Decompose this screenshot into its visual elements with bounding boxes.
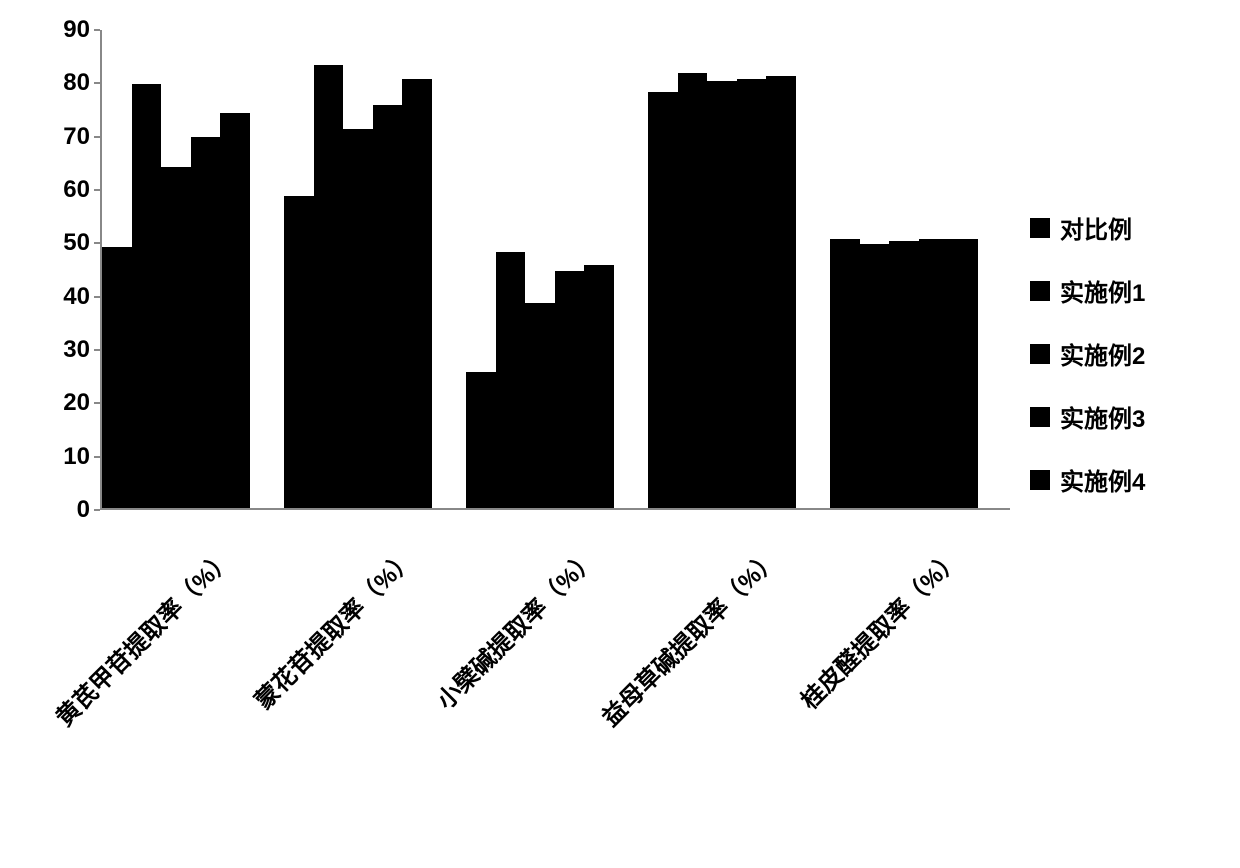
- bar: [132, 84, 162, 508]
- bar: [161, 167, 191, 508]
- bar: [555, 271, 585, 508]
- bar: [919, 239, 949, 508]
- bar: [648, 92, 678, 508]
- legend-swatch: [1030, 218, 1050, 238]
- bar: [889, 241, 919, 508]
- y-tick-label: 40: [20, 283, 90, 311]
- legend-swatch: [1030, 407, 1050, 427]
- y-tick-label: 80: [20, 69, 90, 97]
- y-tick-label: 0: [20, 496, 90, 524]
- y-axis: 0102030405060708090: [20, 30, 100, 510]
- bar: [496, 252, 526, 508]
- bar: [766, 76, 796, 508]
- legend-label: 实施例4: [1060, 462, 1145, 497]
- legend-item: 实施例4: [1030, 462, 1210, 497]
- y-tick-label: 70: [20, 123, 90, 151]
- y-tick-label: 50: [20, 229, 90, 257]
- legend-item: 实施例3: [1030, 399, 1210, 434]
- legend-swatch: [1030, 281, 1050, 301]
- bar: [373, 105, 403, 508]
- bar: [707, 81, 737, 508]
- bar-group: [284, 30, 432, 508]
- legend-label: 对比例: [1060, 210, 1132, 245]
- legend-item: 实施例1: [1030, 273, 1210, 308]
- bar: [678, 73, 708, 508]
- bar: [314, 65, 344, 508]
- bar: [343, 129, 373, 508]
- bar: [402, 79, 432, 508]
- bar: [948, 239, 978, 508]
- x-axis-labels: 黄芪甲苷提取率（%）蒙花苷提取率（%）小檗碱提取率（%）益母草碱提取率（%）桂皮…: [100, 520, 1010, 840]
- bar: [584, 265, 614, 508]
- legend-item: 对比例: [1030, 210, 1210, 245]
- y-tick-label: 20: [20, 389, 90, 417]
- legend-swatch: [1030, 344, 1050, 364]
- legend: 对比例实施例1 实施例2 实施例3 实施例4: [1030, 210, 1210, 525]
- y-tick-label: 10: [20, 443, 90, 471]
- bar-group: [830, 30, 978, 508]
- bar: [284, 196, 314, 508]
- bars-region: [102, 30, 1010, 508]
- legend-item: 实施例2: [1030, 336, 1210, 371]
- plot-area: [100, 30, 1010, 510]
- y-tick-label: 60: [20, 176, 90, 204]
- legend-swatch: [1030, 470, 1050, 490]
- bar: [860, 244, 890, 508]
- y-tick-label: 30: [20, 336, 90, 364]
- y-tick-label: 90: [20, 16, 90, 44]
- chart-container: 0102030405060708090 黄芪甲苷提取率（%）蒙花苷提取率（%）小…: [20, 20, 1220, 848]
- legend-label: 实施例3: [1060, 399, 1145, 434]
- bar: [525, 303, 555, 508]
- legend-label: 实施例1: [1060, 273, 1145, 308]
- bar: [191, 137, 221, 508]
- bar: [466, 372, 496, 508]
- bar-group: [466, 30, 614, 508]
- bar: [102, 247, 132, 508]
- bar: [220, 113, 250, 508]
- legend-label: 实施例2: [1060, 336, 1145, 371]
- bar-group: [648, 30, 796, 508]
- bar: [737, 79, 767, 508]
- bar-group: [102, 30, 250, 508]
- bar: [830, 239, 860, 508]
